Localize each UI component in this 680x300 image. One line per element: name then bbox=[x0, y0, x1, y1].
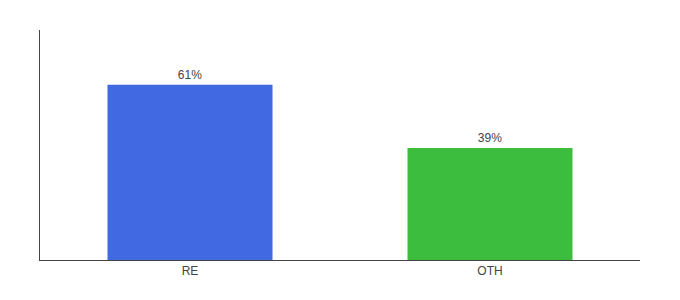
svg-text:OTH: OTH bbox=[477, 264, 502, 278]
svg-text:RE: RE bbox=[182, 264, 199, 278]
svg-text:61%: 61% bbox=[178, 68, 202, 82]
svg-text:39%: 39% bbox=[478, 131, 502, 145]
